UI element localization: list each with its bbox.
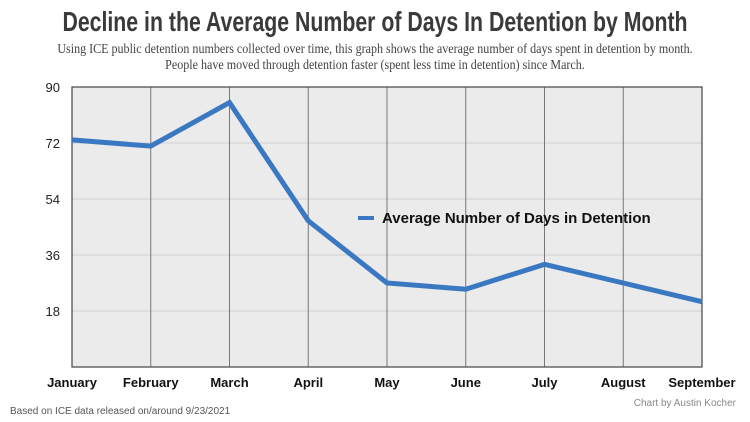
chart-subtitle: Using ICE public detention numbers colle…: [57, 42, 693, 73]
y-tick-label: 18: [46, 304, 60, 319]
x-tick-label: June: [451, 375, 481, 390]
x-tick-label: August: [601, 375, 646, 390]
chart-credit: Chart by Austin Kocher: [633, 398, 736, 409]
data-point: [544, 263, 545, 265]
x-tick-label: March: [210, 375, 248, 390]
data-point: [701, 301, 703, 303]
x-tick-label: February: [123, 375, 179, 390]
chart-title: Decline in the Average Number of Days In…: [62, 6, 688, 37]
data-point: [386, 282, 388, 284]
y-tick-label: 90: [46, 80, 60, 95]
data-point: [465, 288, 467, 290]
y-tick-label: 36: [46, 248, 60, 263]
data-point: [622, 282, 624, 284]
y-tick-label: 72: [46, 136, 60, 151]
legend-label: Average Number of Days in Detention: [382, 210, 651, 227]
data-point: [71, 139, 73, 141]
x-tick-label: April: [293, 375, 323, 390]
data-point: [229, 102, 230, 104]
data-point: [307, 220, 309, 222]
x-tick-label: July: [531, 375, 558, 390]
data-point: [150, 145, 152, 147]
y-tick-label: 54: [46, 192, 60, 207]
x-tick-label: May: [374, 375, 400, 390]
plot-border: [71, 86, 703, 368]
x-tick-label: September: [668, 375, 735, 390]
source-note: Based on ICE data released on/around 9/2…: [10, 406, 231, 417]
x-tick-label: January: [47, 375, 98, 390]
